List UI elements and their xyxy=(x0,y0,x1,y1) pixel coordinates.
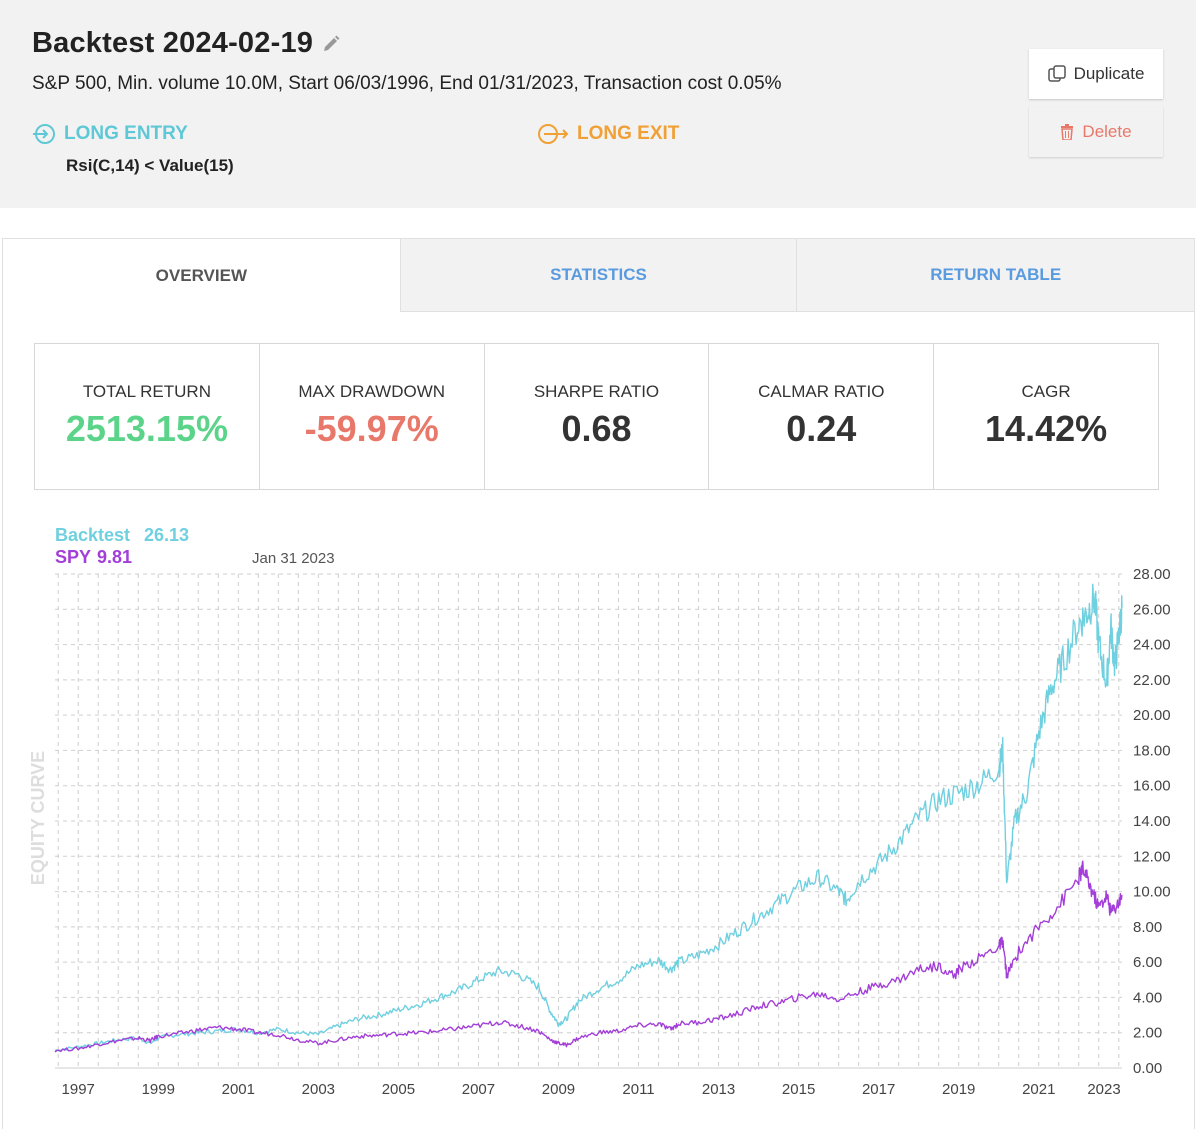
stats-summary: TOTAL RETURN 2513.15% MAX DRAWDOWN -59.9… xyxy=(34,343,1159,490)
long-entry-label: LONG ENTRY xyxy=(64,123,188,144)
results-panel: OVERVIEW STATISTICS RETURN TABLE TOTAL R… xyxy=(2,238,1195,1129)
long-entry-section: LONG ENTRY xyxy=(32,122,188,146)
stat-value: 14.42% xyxy=(985,408,1108,449)
duplicate-button[interactable]: Duplicate xyxy=(1029,49,1163,99)
stat-label: CALMAR RATIO xyxy=(758,382,885,401)
duplicate-label: Duplicate xyxy=(1073,64,1145,83)
tab-return-table[interactable]: RETURN TABLE xyxy=(797,239,1195,312)
page-title: Backtest 2024-02-19 xyxy=(32,27,314,59)
stat-label: SHARPE RATIO xyxy=(533,382,660,401)
logout-icon xyxy=(538,124,569,144)
stat-total-return: TOTAL RETURN 2513.15% xyxy=(35,344,260,489)
stat-label: TOTAL RETURN xyxy=(82,382,211,401)
stat-label: MAX DRAWDOWN xyxy=(298,382,446,401)
tab-bar: OVERVIEW STATISTICS RETURN TABLE xyxy=(3,239,1195,312)
stat-value: 0.68 xyxy=(561,408,632,449)
backtest-parameters: S&P 500, Min. volume 10.0M, Start 06/03/… xyxy=(32,73,782,94)
trash-icon xyxy=(1061,124,1074,140)
stat-value: 2513.15% xyxy=(65,408,228,449)
long-exit-section: LONG EXIT xyxy=(537,122,679,146)
copy-icon xyxy=(1047,65,1066,82)
stat-sharpe-ratio: SHARPE RATIO 0.68 xyxy=(485,344,710,489)
delete-label: Delete xyxy=(1082,122,1132,141)
pencil-icon[interactable] xyxy=(321,34,341,54)
login-icon xyxy=(33,124,55,144)
stat-calmar-ratio: CALMAR RATIO 0.24 xyxy=(709,344,935,489)
stat-label: CAGR xyxy=(1021,382,1071,401)
tab-statistics[interactable]: STATISTICS xyxy=(400,239,798,312)
stat-max-drawdown: MAX DRAWDOWN -59.97% xyxy=(260,344,485,489)
stat-cagr: CAGR 14.42% xyxy=(934,344,1158,489)
delete-button[interactable]: Delete xyxy=(1029,107,1163,157)
stat-value: 0.24 xyxy=(786,408,857,449)
title-row: Backtest 2024-02-19 xyxy=(32,27,341,60)
backtest-header: Backtest 2024-02-19 S&P 500, Min. volume… xyxy=(0,0,1196,208)
entry-rule: Rsi(C,14) < Value(15) xyxy=(66,156,234,175)
tab-overview[interactable]: OVERVIEW xyxy=(3,239,401,312)
stat-value: -59.97% xyxy=(304,408,439,449)
long-exit-label: LONG EXIT xyxy=(577,123,680,144)
